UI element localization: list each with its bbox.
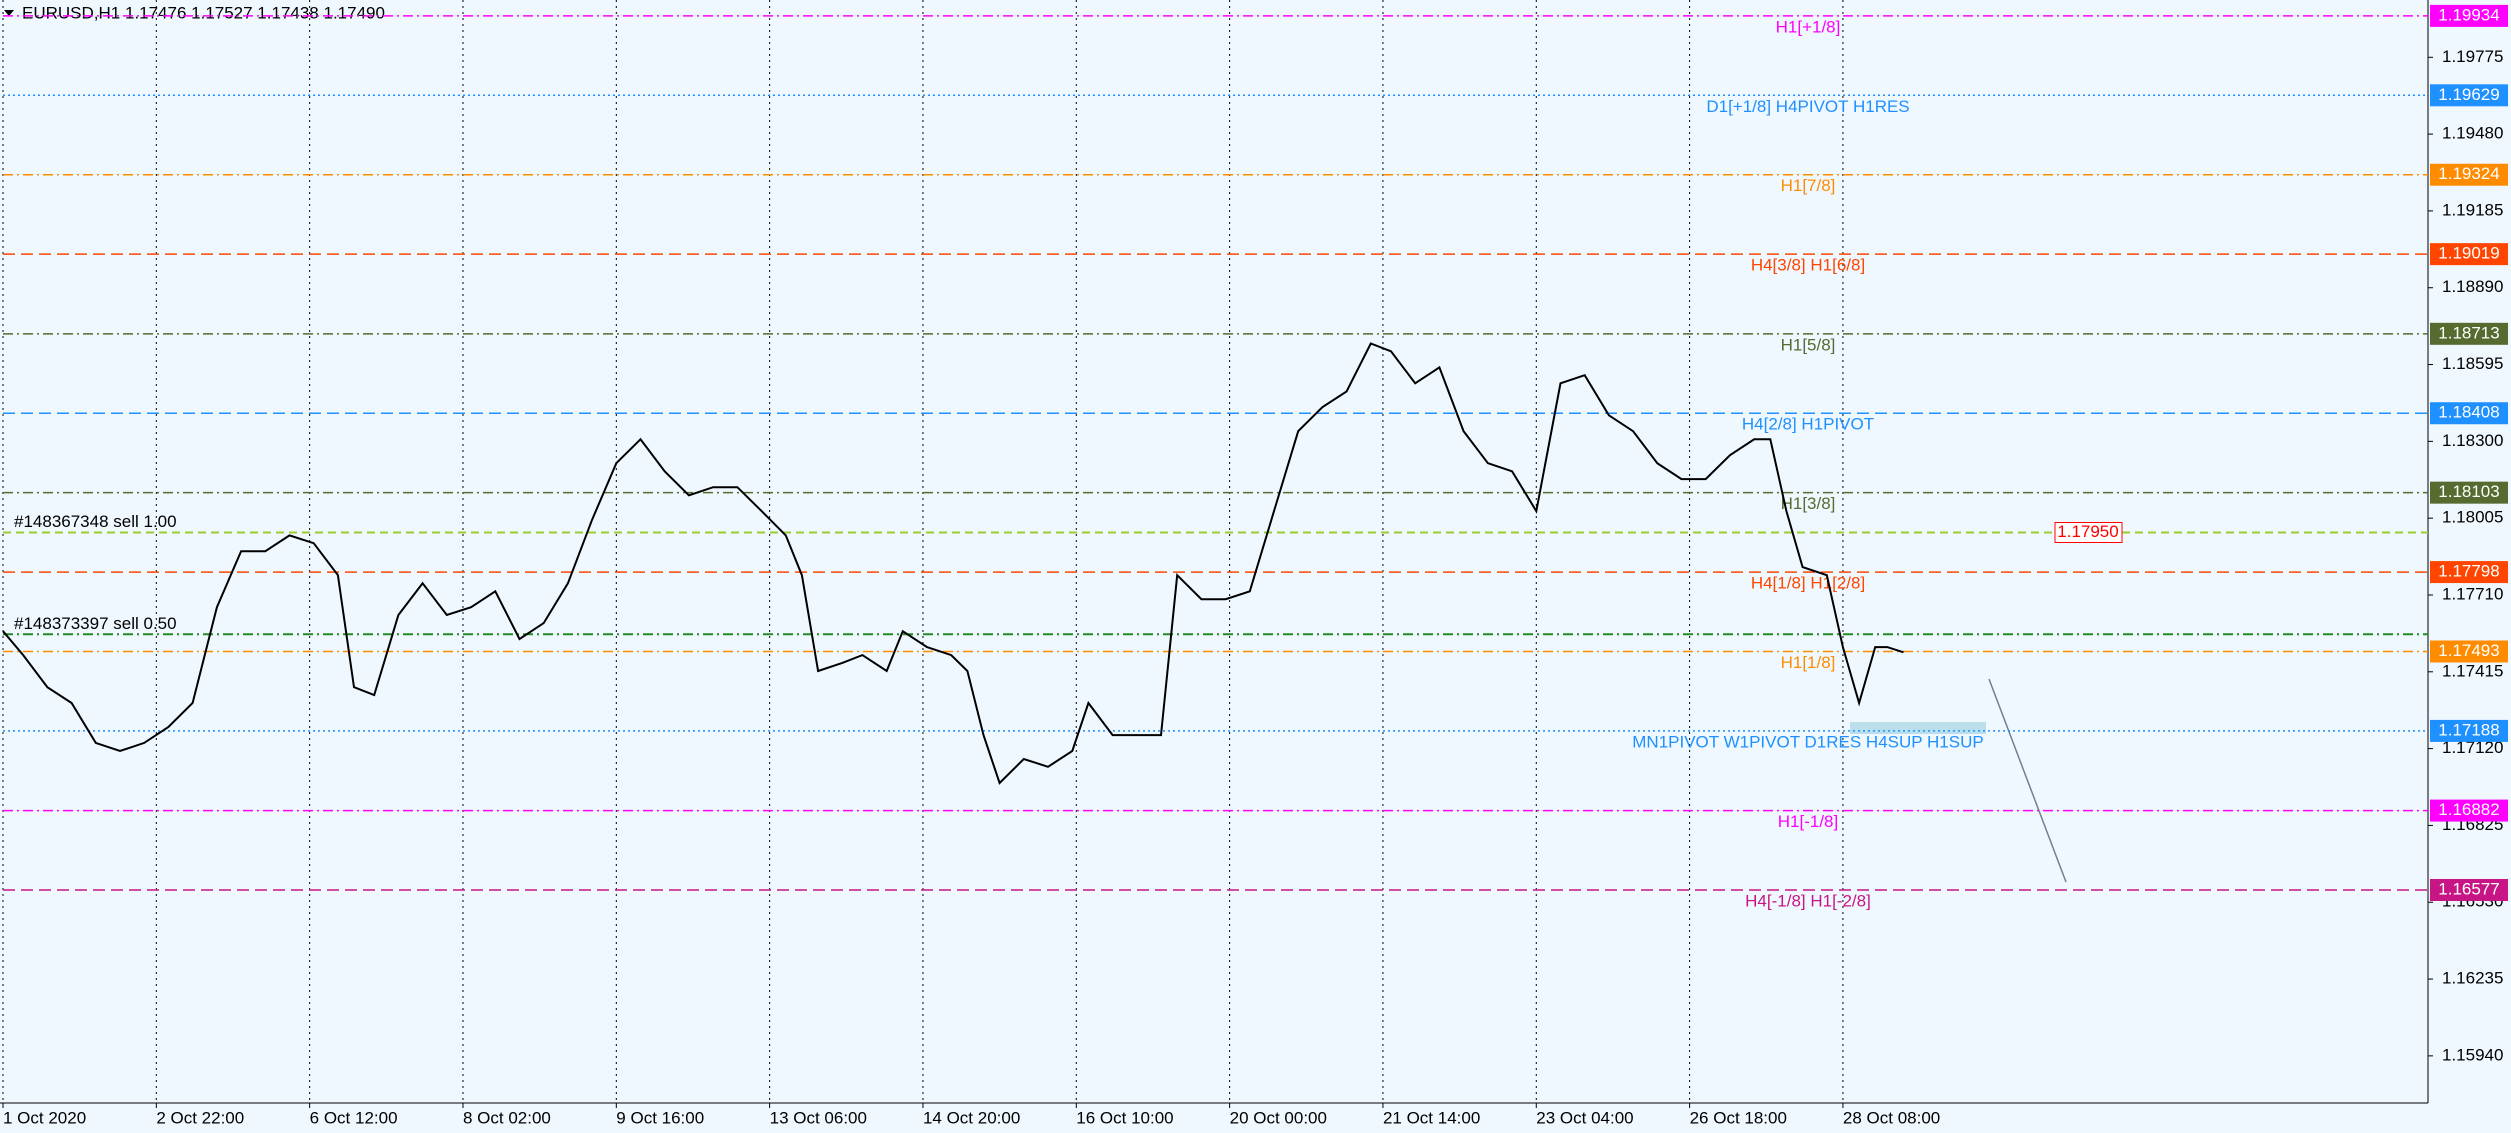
order-label: #148367348 sell 1.00 xyxy=(14,512,177,531)
y-tick-label: 1.19775 xyxy=(2442,47,2503,66)
level-label: D1[+1/8] H4PIVOT H1RES xyxy=(1706,97,1909,116)
x-tick-label: 13 Oct 06:00 xyxy=(770,1108,867,1127)
x-tick-label: 14 Oct 20:00 xyxy=(923,1108,1020,1127)
price-box-label: 1.16882 xyxy=(2438,800,2499,819)
price-box xyxy=(2430,163,2508,186)
price-box-label: 1.19629 xyxy=(2438,85,2499,104)
y-tick-label: 1.18300 xyxy=(2442,431,2503,450)
x-tick-label: 1 Oct 2020 xyxy=(3,1108,86,1127)
chart-title: EURUSD,H1 1.17476 1.17527 1.17438 1.1749… xyxy=(22,3,385,22)
level-label: H1[3/8] xyxy=(1781,494,1836,513)
y-tick-label: 1.17120 xyxy=(2442,738,2503,757)
x-tick-label: 8 Oct 02:00 xyxy=(463,1108,551,1127)
price-line xyxy=(2,342,1904,785)
y-tick-label: 1.18890 xyxy=(2442,277,2503,296)
level-label: H4[-1/8] H1[-2/8] xyxy=(1745,891,1871,910)
y-tick-label: 1.18005 xyxy=(2442,508,2503,527)
x-tick-label: 26 Oct 18:00 xyxy=(1690,1108,1787,1127)
price-box-label: 1.18408 xyxy=(2438,403,2499,422)
level-label: H4[1/8] H1[2/8] xyxy=(1751,574,1865,593)
y-tick-label: 1.17710 xyxy=(2442,584,2503,603)
price-box xyxy=(2430,4,2508,27)
price-box xyxy=(2430,640,2508,663)
price-box xyxy=(2430,561,2508,584)
level-label: MN1PIVOT W1PIVOT D1RES H4SUP H1SUP xyxy=(1632,732,1983,751)
order-price-label: 1.17950 xyxy=(2057,522,2118,541)
level-label: H1[1/8] xyxy=(1781,653,1836,672)
price-box xyxy=(2430,322,2508,345)
x-tick-label: 21 Oct 14:00 xyxy=(1383,1108,1480,1127)
y-tick-label: 1.18595 xyxy=(2442,354,2503,373)
y-tick-label: 1.19480 xyxy=(2442,124,2503,143)
x-tick-label: 16 Oct 10:00 xyxy=(1076,1108,1173,1127)
price-box-label: 1.18713 xyxy=(2438,323,2499,342)
x-tick-label: 20 Oct 00:00 xyxy=(1230,1108,1327,1127)
price-box-label: 1.17188 xyxy=(2438,720,2499,739)
level-label: H1[5/8] xyxy=(1781,335,1836,354)
price-box xyxy=(2430,879,2508,902)
y-tick-label: 1.15940 xyxy=(2442,1045,2503,1064)
y-tick-label: 1.16235 xyxy=(2442,969,2503,988)
trend-line xyxy=(1988,678,2067,883)
x-tick-label: 23 Oct 04:00 xyxy=(1536,1108,1633,1127)
price-box xyxy=(2430,719,2508,742)
y-tick-label: 1.19185 xyxy=(2442,200,2503,219)
price-box-label: 1.19019 xyxy=(2438,244,2499,263)
menu-icon[interactable] xyxy=(4,10,14,16)
price-box-label: 1.17493 xyxy=(2438,641,2499,660)
price-box-label: 1.16577 xyxy=(2438,879,2499,898)
price-box xyxy=(2430,243,2508,266)
x-tick-label: 28 Oct 08:00 xyxy=(1843,1108,1940,1127)
x-tick-label: 2 Oct 22:00 xyxy=(156,1108,244,1127)
price-box-label: 1.19934 xyxy=(2438,5,2499,24)
price-box xyxy=(2430,402,2508,425)
price-box-label: 1.17798 xyxy=(2438,562,2499,581)
price-box xyxy=(2430,481,2508,504)
level-label: H4[3/8] H1[6/8] xyxy=(1751,256,1865,275)
level-label: H1[7/8] xyxy=(1781,176,1836,195)
order-price-box xyxy=(2054,521,2123,543)
level-label: H1[+1/8] xyxy=(1776,17,1841,36)
x-tick-label: 9 Oct 16:00 xyxy=(616,1108,704,1127)
order-label: #148373397 sell 0.50 xyxy=(14,614,177,633)
y-tick-label: 1.17415 xyxy=(2442,661,2503,680)
level-label: H1[-1/8] xyxy=(1778,812,1838,831)
price-box-label: 1.18103 xyxy=(2438,482,2499,501)
level-label: H4[2/8] H1PIVOT xyxy=(1742,415,1874,434)
x-tick-label: 6 Oct 12:00 xyxy=(310,1108,398,1127)
price-box-label: 1.19324 xyxy=(2438,164,2499,183)
price-box xyxy=(2430,799,2508,822)
price-box xyxy=(2430,84,2508,107)
